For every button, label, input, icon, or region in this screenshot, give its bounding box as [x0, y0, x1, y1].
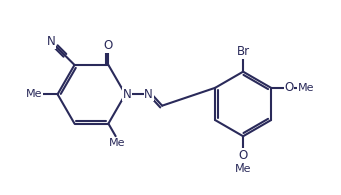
Text: N: N — [47, 35, 56, 48]
Text: N: N — [122, 88, 131, 101]
Text: O: O — [238, 149, 248, 162]
Text: O: O — [104, 39, 113, 52]
Text: Me: Me — [26, 89, 42, 99]
Text: Br: Br — [237, 45, 250, 58]
Text: N: N — [144, 88, 153, 101]
Text: Me: Me — [109, 138, 125, 148]
Text: Me: Me — [298, 83, 314, 93]
Text: Me: Me — [235, 164, 251, 174]
Text: O: O — [284, 81, 293, 94]
